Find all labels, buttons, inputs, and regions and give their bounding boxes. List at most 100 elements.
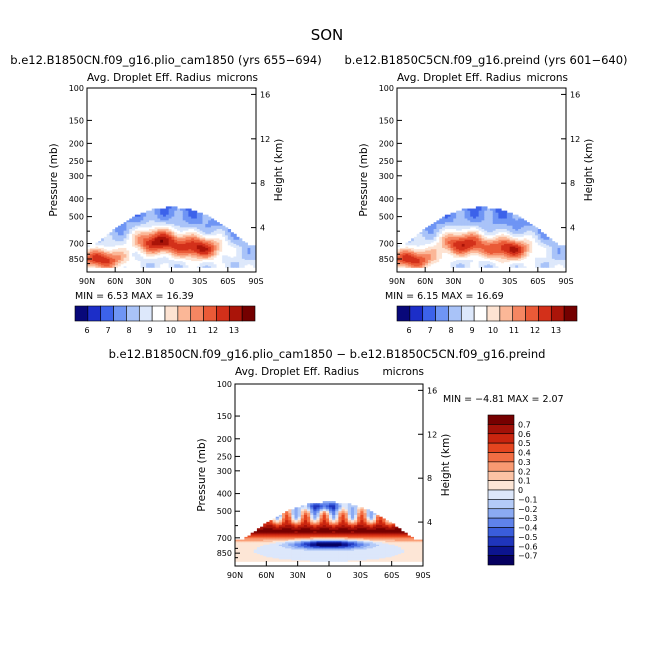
field-cell <box>227 242 232 245</box>
field-cell <box>425 242 429 245</box>
field-cell <box>458 252 463 255</box>
field-cell <box>103 263 108 265</box>
field-cell <box>473 258 477 261</box>
field-cell <box>461 255 465 257</box>
field-cell <box>458 257 463 260</box>
field-cell <box>464 227 468 230</box>
field-cell <box>551 245 556 248</box>
field-cell <box>495 225 499 228</box>
field-cell <box>148 257 153 260</box>
field-cell <box>316 518 320 521</box>
field-cell <box>509 218 513 221</box>
field-cell <box>461 257 465 260</box>
field-cell <box>115 246 119 249</box>
field-cell <box>241 549 245 552</box>
field-cell <box>557 250 561 253</box>
field-cell <box>247 261 251 263</box>
colorbar-swatch <box>460 305 475 322</box>
field-cell <box>250 246 254 249</box>
field-cell <box>263 560 267 562</box>
colorbar-label: 13 <box>229 326 239 335</box>
field-cell <box>148 233 153 236</box>
field-cell <box>515 241 519 243</box>
field-cell <box>171 246 175 249</box>
field-cell <box>300 532 305 535</box>
field-cell <box>436 254 440 256</box>
field-cell <box>126 245 130 248</box>
field-cell <box>285 513 289 516</box>
field-cell <box>447 255 451 257</box>
field-cell <box>185 242 189 245</box>
field-cell <box>210 246 215 249</box>
field-cell <box>294 532 299 535</box>
field-cell <box>470 216 474 219</box>
field-cell <box>247 550 252 553</box>
field-cell <box>450 251 454 254</box>
field-cell <box>297 556 302 558</box>
field-cell <box>285 521 289 524</box>
field-cell <box>235 539 239 542</box>
field-cell <box>535 257 539 260</box>
field-cell <box>106 242 110 245</box>
x-tick-label: 90N <box>389 277 405 286</box>
field-cell <box>174 238 178 241</box>
colorbar-swatch <box>190 305 204 322</box>
field-cell <box>549 242 553 245</box>
field-cell <box>427 241 432 243</box>
field-cell <box>411 258 415 261</box>
field-cell <box>294 538 299 540</box>
field-cell <box>275 552 280 555</box>
field-cell <box>160 238 164 241</box>
field-cell <box>498 233 502 236</box>
field-cell <box>208 218 212 221</box>
field-cell <box>137 263 141 265</box>
field-cell <box>453 258 457 261</box>
field-cell <box>146 214 150 218</box>
field-cell <box>540 236 544 239</box>
field-cell <box>177 218 181 221</box>
field-cell <box>291 516 295 519</box>
field-cell <box>157 235 161 238</box>
field-cell <box>560 246 564 249</box>
field-cell <box>310 550 314 553</box>
field-cell <box>520 246 525 249</box>
field-cell <box>272 518 277 521</box>
field-cell <box>239 263 243 265</box>
field-cell <box>241 545 245 548</box>
field-cell <box>238 544 242 547</box>
field-cell <box>509 249 513 251</box>
field-cell <box>129 263 133 265</box>
field-cell <box>506 242 511 245</box>
field-cell <box>549 239 553 242</box>
field-cell <box>442 216 446 219</box>
field-cell <box>481 250 485 253</box>
field-cell <box>239 247 243 250</box>
field-cell <box>557 249 561 251</box>
field-cell <box>470 223 474 227</box>
field-cell <box>478 259 482 262</box>
field-cell <box>310 518 314 521</box>
field-cell <box>202 254 206 256</box>
field-cell <box>316 520 320 523</box>
field-cell <box>216 251 220 254</box>
field-cell <box>501 229 505 232</box>
field-cell <box>272 560 277 562</box>
field-cell <box>313 550 317 553</box>
field-cell <box>89 249 94 251</box>
field-cell <box>244 246 248 249</box>
field-cell <box>272 521 277 524</box>
field-cell <box>244 259 248 262</box>
field-cell <box>256 545 261 548</box>
field-cell <box>137 245 141 248</box>
field-cell <box>202 243 206 246</box>
field-cell <box>151 259 155 262</box>
field-cell <box>453 223 457 227</box>
field-cell <box>529 227 533 230</box>
field-cell <box>520 262 525 264</box>
field-cell <box>458 218 463 221</box>
field-cell <box>117 242 122 245</box>
field-cell <box>171 216 175 219</box>
field-cell <box>171 243 175 246</box>
field-cell <box>191 233 195 236</box>
field-cell <box>300 538 305 540</box>
